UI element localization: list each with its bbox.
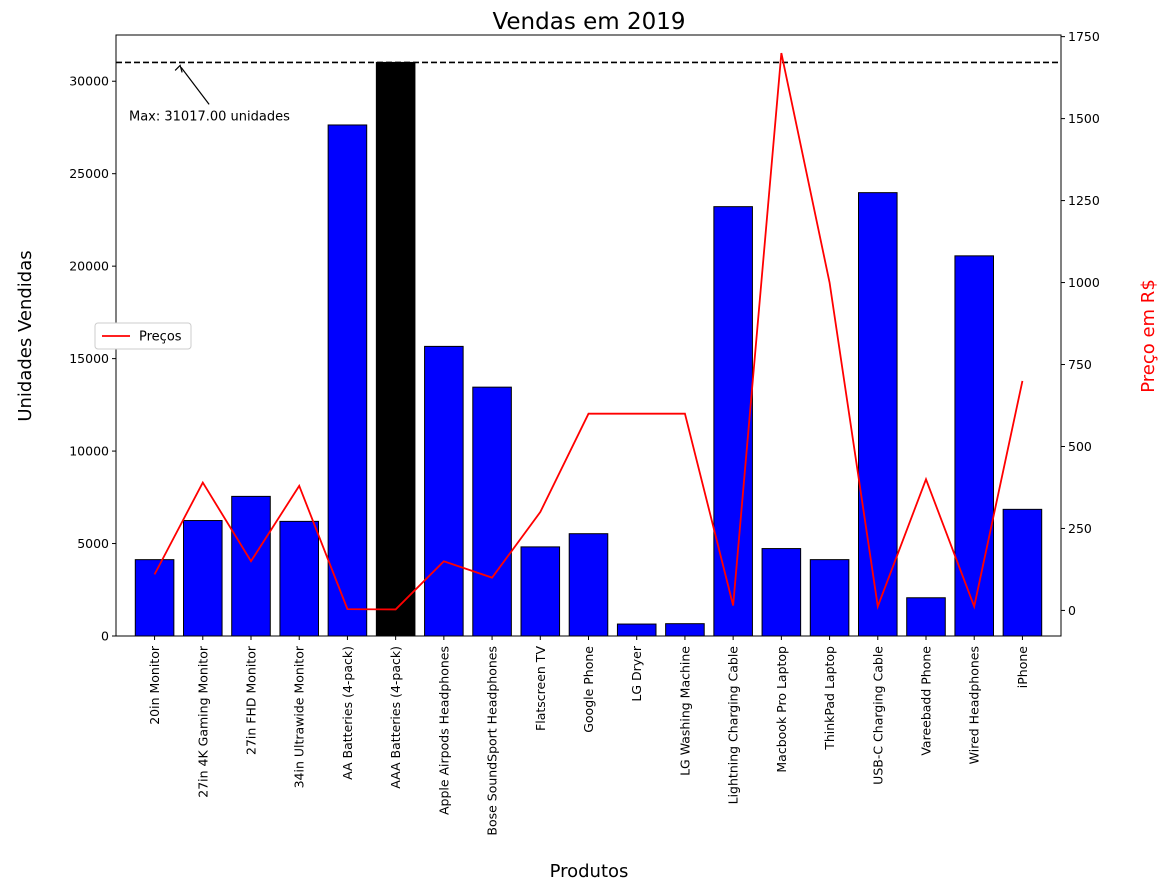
- bar-3: [279, 520, 319, 637]
- left-y-axis: 0 5000 10000 15000 20000 25000 30000: [69, 74, 116, 644]
- annotation-text: Max: 31017.00 unidades: [129, 109, 290, 124]
- x-tick-label-13: Macbook Pro Laptop: [774, 646, 789, 773]
- x-tick-label-15: USB-C Charging Cable: [870, 646, 885, 785]
- legend-box: [94, 322, 192, 350]
- y2-tick-label-0: 0: [1068, 603, 1076, 618]
- bar-14: [809, 559, 850, 637]
- y2-tick-label-5: 1250: [1068, 193, 1100, 208]
- bar-18: [1002, 508, 1043, 637]
- x-tick-label-1: 27in 4K Gaming Monitor: [195, 645, 210, 798]
- y2-tick-label-7: 1750: [1068, 29, 1100, 44]
- x-tick-label-16: Vareebadd Phone: [919, 646, 934, 756]
- bar-10: [616, 623, 657, 637]
- y2-tick-label-1: 250: [1068, 521, 1092, 536]
- bar-16: [906, 597, 946, 637]
- x-tick-label-18: iPhone: [1015, 646, 1030, 689]
- y-tick-label-4: 20000: [69, 259, 109, 274]
- y2-axis-label: Preço em R$: [1138, 279, 1159, 393]
- x-tick-label-12: Lightning Charging Cable: [726, 646, 741, 805]
- legend-label: Preços: [139, 330, 182, 345]
- x-tick-label-10: LG Dryer: [629, 645, 644, 701]
- x-tick-label-6: Apple Airpods Headphones: [436, 646, 451, 815]
- bar-5: [375, 61, 416, 637]
- x-tick-label-8: Flatscreen TV: [533, 646, 548, 731]
- bar-7: [472, 386, 512, 637]
- legend: Preços: [94, 322, 192, 350]
- x-tick-label-17: Wired Headphones: [967, 646, 982, 764]
- y-tick-label-6: 30000: [69, 74, 109, 89]
- annotation-arrow-shaft: [180, 67, 210, 105]
- x-tick-label-5: AAA Batteries (4-pack): [388, 646, 403, 789]
- price-line: [153, 52, 1024, 611]
- x-tick-label-3: 34in Ultrawide Monitor: [292, 645, 307, 788]
- y-tick-label-0: 0: [101, 629, 109, 644]
- x-tick-label-9: Google Phone: [581, 646, 596, 733]
- bar-6: [424, 345, 464, 637]
- price-line-series: [153, 52, 1024, 611]
- chart-title: Vendas em 2019: [492, 9, 685, 35]
- y-axis-label: Unidades Vendidas: [15, 250, 36, 421]
- x-tick-label-4: AA Batteries (4-pack): [340, 646, 355, 780]
- bar-4: [327, 124, 368, 637]
- y-tick-label-1: 5000: [77, 536, 109, 551]
- y2-tick-label-2: 500: [1068, 439, 1092, 454]
- annotation-arrow-head: [174, 64, 183, 73]
- bar-11: [665, 623, 705, 637]
- bar-series: [134, 61, 1043, 637]
- bar-8: [520, 546, 561, 637]
- x-tick-label-7: Bose SoundSport Headphones: [485, 646, 500, 836]
- y-tick-label-3: 15000: [69, 351, 109, 366]
- bar-9: [568, 533, 609, 637]
- y2-tick-label-6: 1500: [1068, 111, 1100, 126]
- x-axis-label: Produtos: [550, 861, 629, 882]
- y2-tick-label-4: 1000: [1068, 275, 1100, 290]
- bar-13: [761, 548, 802, 637]
- x-axis: 20in Monitor 27in 4K Gaming Monitor 27in F…: [147, 636, 1030, 836]
- x-tick-label-0: 20in Monitor: [147, 645, 162, 725]
- x-tick-label-11: LG Washing Machine: [677, 646, 692, 776]
- x-tick-label-2: 27in FHD Monitor: [244, 645, 259, 755]
- max-annotation: Max: 31017.00 unidades: [129, 64, 290, 124]
- y2-tick-label-3: 750: [1068, 357, 1092, 372]
- y-tick-label-2: 10000: [69, 444, 109, 459]
- bar-17: [954, 255, 994, 637]
- y-tick-label-5: 25000: [69, 166, 109, 181]
- right-y-axis: 0 250 500 750 1000 1250 1500 1750: [1061, 29, 1100, 618]
- bar-2: [231, 495, 271, 637]
- bar-0: [134, 559, 175, 637]
- bar-1: [183, 520, 223, 637]
- bar-12: [713, 206, 753, 637]
- x-tick-label-14: ThinkPad Laptop: [822, 646, 837, 751]
